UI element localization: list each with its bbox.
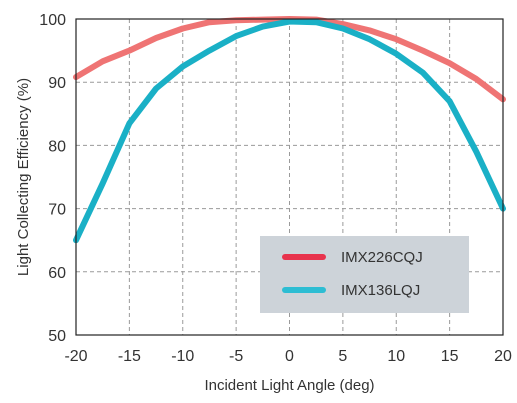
x-tick-label: -20 xyxy=(64,348,87,365)
x-tick-label: 10 xyxy=(387,348,405,365)
plot-frame xyxy=(75,18,504,336)
y-tick-labels: 50 60 70 80 90 100 xyxy=(39,12,66,345)
x-tick-label: -15 xyxy=(118,348,141,365)
x-tick-label: 15 xyxy=(441,348,459,365)
y-axis-title: Light Collecting Efficiency (%) xyxy=(15,78,32,276)
x-tick-label: -5 xyxy=(229,348,243,365)
y-tick-label: 80 xyxy=(48,138,66,155)
legend: IMX226CQJ IMX136LQJ xyxy=(260,236,469,313)
y-tick-label: 50 xyxy=(48,328,66,345)
legend-label-imx136lqj: IMX136LQJ xyxy=(341,282,420,299)
legend-box xyxy=(260,236,469,313)
y-tick-label: 100 xyxy=(39,12,66,29)
x-tick-label: -10 xyxy=(171,348,194,365)
x-tick-label: 20 xyxy=(494,348,512,365)
legend-label-imx226cqj: IMX226CQJ xyxy=(341,249,423,266)
series-line-imx136lqj xyxy=(73,18,506,244)
y-tick-label: 70 xyxy=(48,202,66,219)
y-tick-label: 60 xyxy=(48,265,66,282)
x-tick-label: 5 xyxy=(338,348,347,365)
series-lines xyxy=(73,16,506,244)
x-axis-title: Incident Light Angle (deg) xyxy=(204,377,374,394)
x-tick-label: 0 xyxy=(285,348,294,365)
x-tick-labels: -20 -15 -10 -5 0 5 10 15 20 xyxy=(64,348,512,365)
y-tick-label: 90 xyxy=(48,75,66,92)
